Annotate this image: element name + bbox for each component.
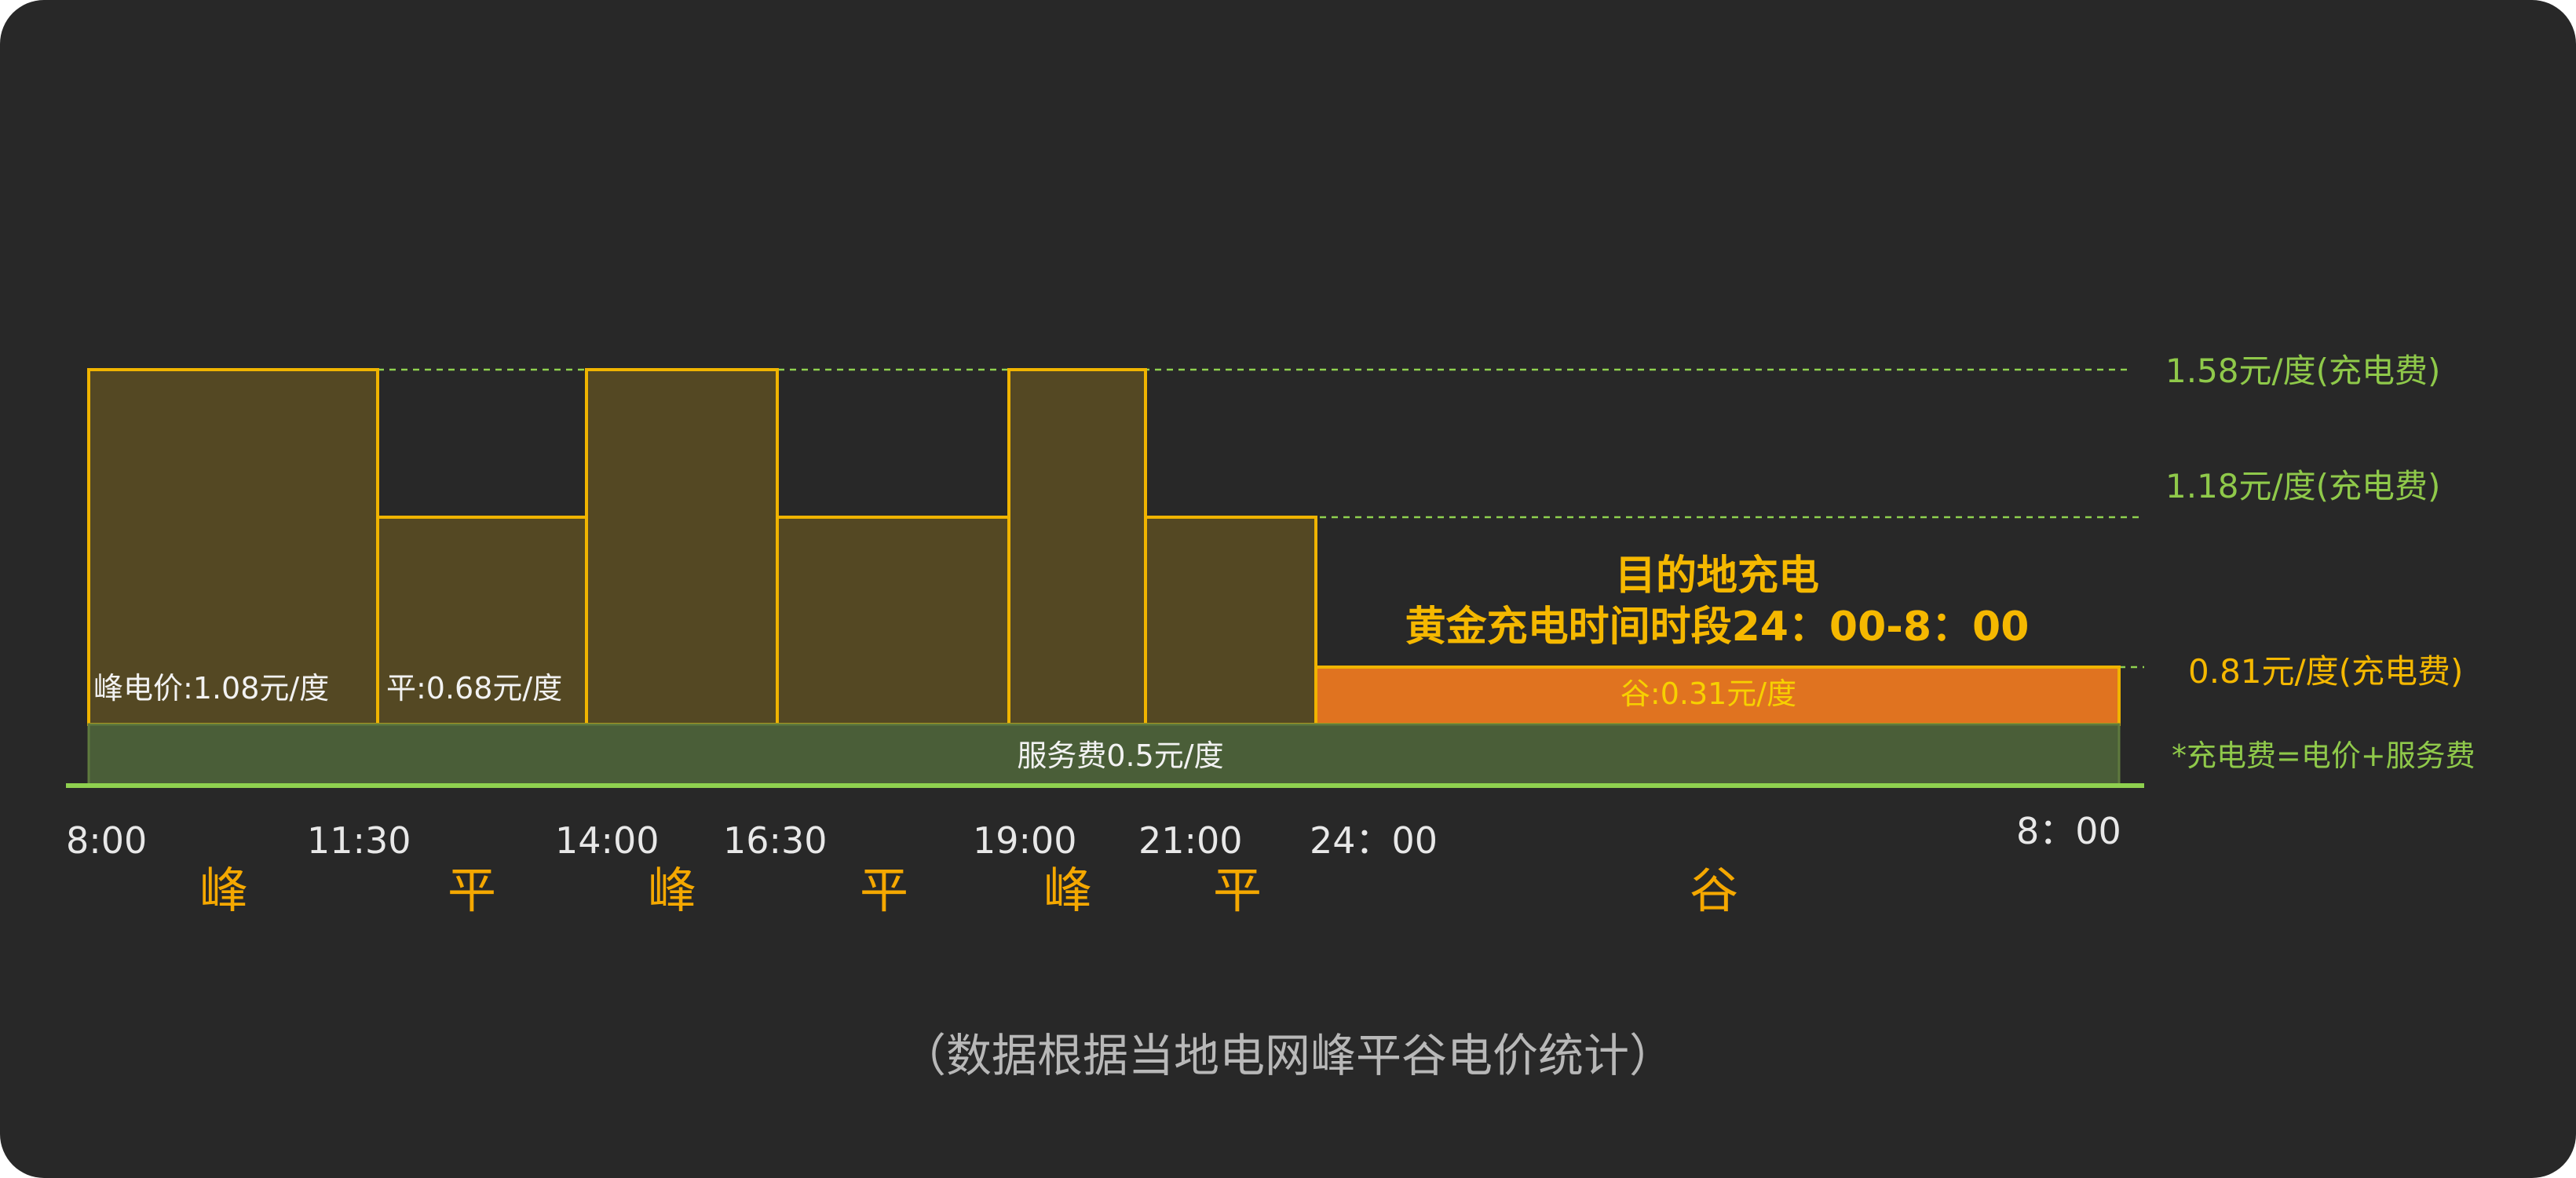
ref-label-0-81: 0.81元/度(充电费) (2188, 652, 2464, 691)
chart-subtitle: 黄金充电时间时段24：00-8：00 (1405, 604, 2030, 651)
price-bar (776, 516, 1010, 726)
zone-label-flat: 平 (859, 862, 909, 919)
x-tick-label: 24：00 (1310, 819, 1438, 862)
x-tick-label: 19:00 (973, 819, 1077, 862)
chart-title: 目的地充电 (1614, 553, 1820, 600)
zone-label-peak: 峰 (647, 862, 697, 919)
price-bar (1007, 368, 1147, 726)
formula-note: *充电费=电价+服务费 (2172, 739, 2476, 773)
zone-label-peak: 峰 (1043, 862, 1093, 919)
service-fee-bar (87, 723, 2121, 786)
zone-label-flat: 平 (447, 862, 497, 919)
x-tick-label: 16:30 (723, 819, 828, 862)
ref-label-1-18: 1.18元/度(充电费) (2165, 467, 2441, 505)
price-bar (87, 368, 379, 726)
zone-label-peak: 峰 (199, 862, 249, 919)
price-bar (585, 368, 779, 726)
valley-bar (1314, 666, 2121, 726)
x-tick-label: 11:30 (307, 819, 411, 862)
x-tick-label: 21:00 (1138, 819, 1243, 862)
valley-price-label: 谷:0.31元/度 (1620, 677, 1797, 711)
flat-price-label: 平:0.68元/度 (386, 671, 563, 706)
x-tick-label: 14:00 (555, 819, 660, 862)
zone-label-flat: 平 (1212, 862, 1262, 919)
zone-label-valley: 谷 (1689, 862, 1739, 919)
ref-label-1-58: 1.58元/度(充电费) (2165, 352, 2441, 390)
x-tick-label: 8：00 (2016, 810, 2121, 852)
service-fee-label: 服务费0.5元/度 (1017, 739, 1224, 773)
price-bar (1144, 516, 1317, 726)
footnote: （数据根据当地电网峰平谷电价统计） (900, 1029, 1675, 1082)
x-tick-label: 8:00 (66, 819, 148, 862)
peak-price-label: 峰电价:1.08元/度 (93, 671, 330, 706)
